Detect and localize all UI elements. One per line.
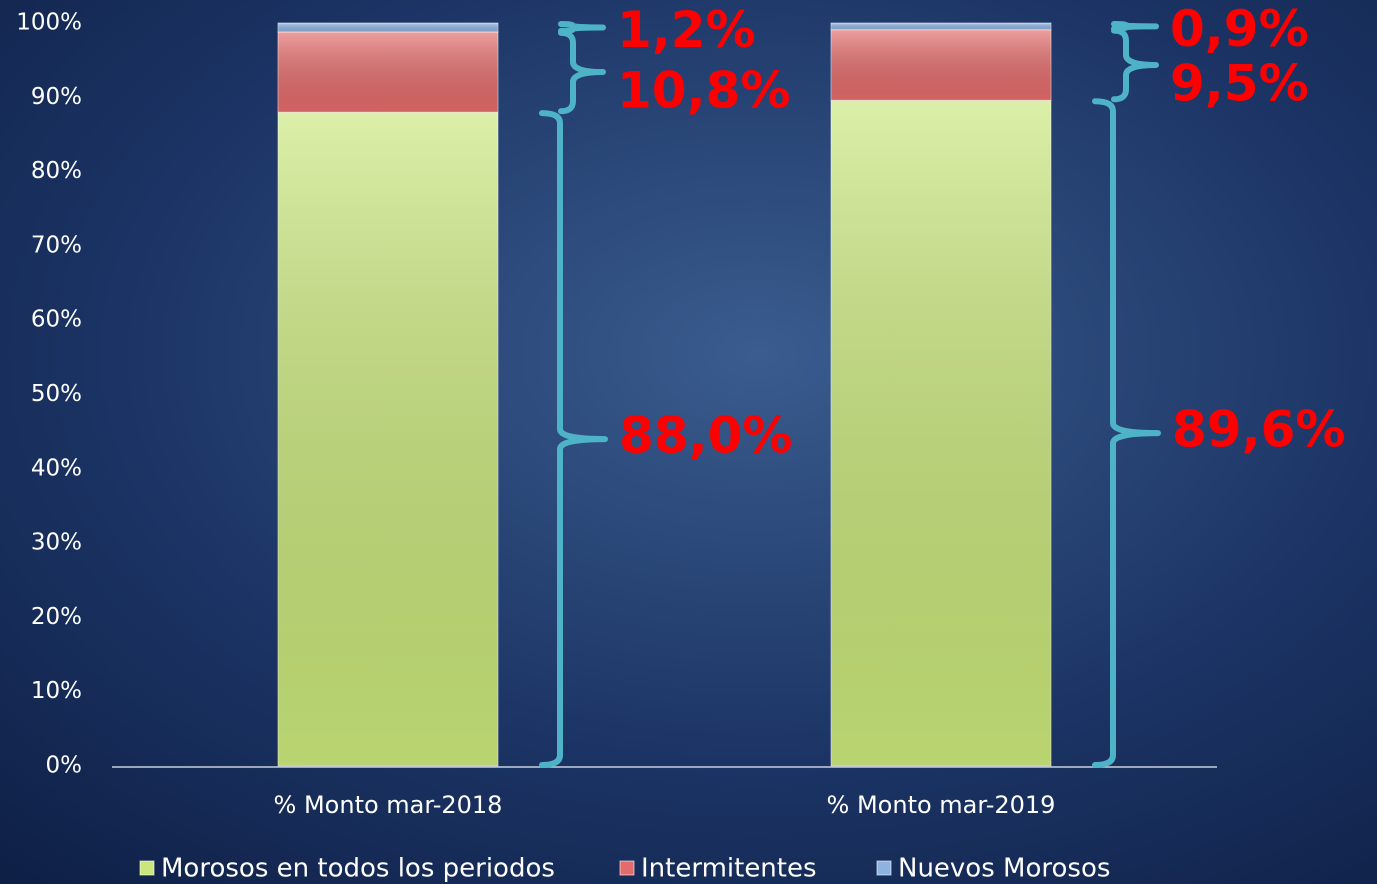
brace (1111, 27, 1159, 103)
y-tick-label: 60% (31, 307, 82, 333)
brace (539, 110, 608, 768)
y-tick-label: 20% (31, 604, 82, 630)
legend-swatch (876, 860, 892, 876)
data-label: 9,5% (1170, 54, 1309, 112)
data-label: 10,8% (617, 62, 790, 120)
y-tick-label: 30% (31, 530, 82, 556)
bar-shine (278, 31, 498, 113)
y-tick-label: 90% (31, 84, 82, 110)
data-label: 1,2% (617, 1, 756, 59)
y-tick-label: 50% (31, 381, 82, 407)
legend-label: Nuevos Morosos (898, 854, 1110, 884)
bar-shine (278, 112, 498, 766)
legend-label: Morosos en todos los periodos (161, 854, 555, 884)
y-tick-label: 0% (46, 753, 83, 779)
bar-shine (278, 23, 498, 32)
y-tick-label: 100% (16, 10, 82, 36)
data-label: 89,6% (1172, 401, 1345, 459)
brace (558, 29, 606, 115)
legend-swatch (619, 860, 635, 876)
bar-shine (831, 100, 1051, 767)
legend-label: Intermitentes (641, 854, 817, 884)
bar-shine (831, 29, 1051, 101)
x-tick-label: % Monto mar-2019 (827, 791, 1056, 819)
x-tick-label: % Monto mar-2018 (274, 791, 503, 819)
bar-shine (831, 23, 1051, 30)
brace (558, 21, 606, 34)
legend-swatch (139, 860, 155, 876)
y-tick-label: 40% (31, 455, 82, 481)
y-tick-label: 80% (31, 158, 82, 184)
brace (1111, 21, 1159, 32)
y-tick-label: 70% (31, 232, 82, 258)
brace (1092, 98, 1161, 768)
y-tick-label: 10% (31, 678, 82, 704)
data-label: 0,9% (1170, 0, 1309, 58)
data-label: 88,0% (619, 407, 792, 465)
